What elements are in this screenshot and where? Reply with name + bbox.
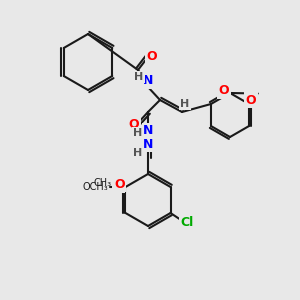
Text: N: N: [143, 137, 153, 151]
Text: H: H: [180, 99, 190, 109]
Text: H: H: [134, 72, 144, 82]
Text: CH₃: CH₃: [93, 178, 112, 188]
Text: O: O: [147, 50, 157, 64]
Text: N: N: [143, 74, 153, 88]
Text: O: O: [114, 178, 125, 190]
Text: O: O: [219, 85, 229, 98]
Text: H: H: [134, 148, 142, 158]
Text: Cl: Cl: [180, 217, 193, 230]
Text: H: H: [134, 128, 142, 138]
Text: N: N: [143, 124, 153, 137]
Text: O: O: [129, 118, 139, 131]
Text: OCH₃: OCH₃: [83, 182, 109, 192]
Text: O: O: [113, 178, 124, 191]
Text: O: O: [246, 94, 256, 106]
